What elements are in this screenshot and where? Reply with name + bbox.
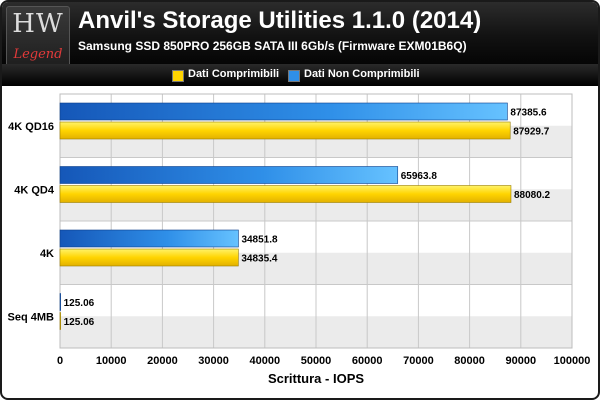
bar-value-label: 88080.2 [514,190,551,201]
bar-comprimibili [59,121,511,140]
legend-label-non-comprimibili: Dati Non Comprimibili [304,68,420,80]
x-tick-label: 30000 [198,355,229,367]
x-axis-title: Scrittura - IOPS [268,371,364,386]
bar-value-label: 34835.4 [241,254,278,265]
bar-comprimibili [59,312,61,330]
chart-legend: Dati Comprimibili Dati Non Comprimibili [2,64,598,86]
x-tick-label: 10000 [96,355,127,367]
bar-value-label: 87385.6 [510,108,547,119]
x-tick-label: 20000 [147,355,178,367]
bar-value-label: 125.06 [64,317,95,328]
bar-non-comprimibili [59,102,508,121]
x-tick-label: 70000 [403,355,434,367]
category-label: 4K QD4 [14,184,55,196]
bar-non-comprimibili [59,229,239,248]
bar-non-comprimibili [59,166,399,184]
hwlegend-logo: HW Legend [6,6,70,68]
x-tick-label: 90000 [506,355,537,367]
chart-subtitle: Samsung SSD 850PRO 256GB SATA III 6Gb/s … [78,39,467,53]
x-tick-label: 40000 [250,355,281,367]
category-label: 4K QD16 [8,121,54,133]
bar-comprimibili [59,248,239,267]
logo-mark: HW [12,9,64,39]
bar-non-comprimibili [59,293,61,311]
legend-label-comprimibili: Dati Comprimibili [188,68,280,80]
x-tick-label: 100000 [554,355,591,367]
bar-value-label: 65963.8 [401,171,438,182]
logo-text: Legend [13,47,63,62]
legend-swatch-non-comprimibili [288,70,300,82]
bar-value-label: 125.06 [64,298,95,309]
x-tick-label: 80000 [454,355,485,367]
x-tick-label: 0 [57,355,63,367]
category-label: 4K [40,248,54,260]
bar-value-label: 87929.7 [513,127,550,138]
chart-header: HW Legend Anvil's Storage Utilities 1.1.… [2,2,598,68]
chart-title: Anvil's Storage Utilities 1.1.0 (2014) [78,7,482,34]
category-label: Seq 4MB [8,311,55,323]
x-tick-label: 60000 [352,355,383,367]
bar-comprimibili [59,185,512,203]
x-tick-label: 50000 [301,355,332,367]
legend-swatch-comprimibili [172,70,184,82]
plot-border [59,93,573,349]
bar-value-label: 34851.8 [241,235,278,246]
bar-chart: 87385.6 87929.7 4K QD16 65963.8 88080.2 4K QD… [8,93,591,386]
